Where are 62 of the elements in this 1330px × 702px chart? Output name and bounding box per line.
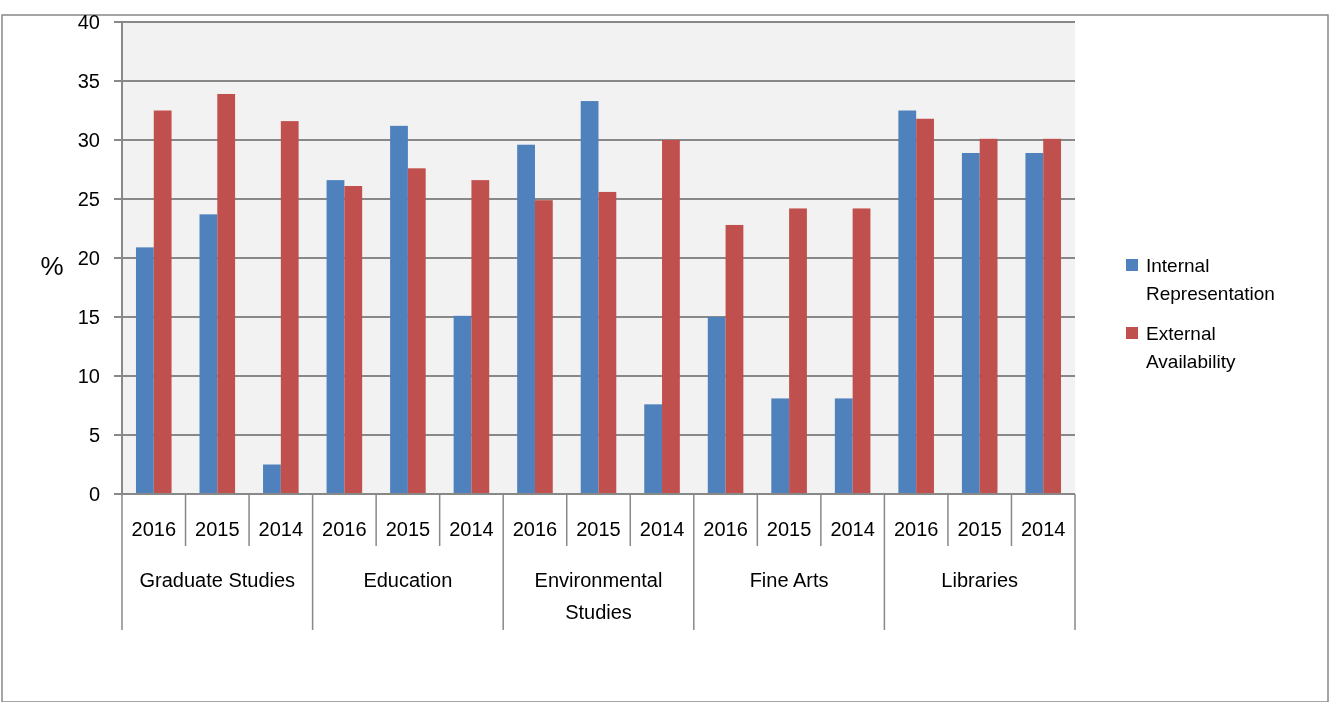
x-tick-label: 2016 <box>512 518 558 540</box>
y-tick-label: 10 <box>77 365 100 387</box>
bar <box>471 180 490 494</box>
x-tick-label: 2016 <box>893 518 939 540</box>
bar <box>916 118 934 494</box>
bar <box>217 93 236 494</box>
bar <box>961 152 980 494</box>
bar <box>771 398 790 494</box>
x-tick-label: 2014 <box>830 518 875 540</box>
bar <box>1025 152 1044 494</box>
x-tick-label: 2015 <box>957 518 1002 540</box>
y-tick-label: 25 <box>77 188 100 210</box>
bar <box>344 186 363 494</box>
x-tick-label: 2014 <box>1020 518 1066 540</box>
bar <box>407 168 426 494</box>
y-tick-label: 30 <box>77 129 100 151</box>
bar <box>898 110 917 494</box>
bar <box>580 101 599 494</box>
legend-label: External Availability <box>1146 322 1236 373</box>
x-tick-label: 2015 <box>576 518 621 540</box>
bar <box>390 125 408 494</box>
x-tick-label: 2014 <box>639 518 685 540</box>
bar <box>326 180 345 494</box>
bar <box>280 121 299 494</box>
x-tick-label: 2015 <box>766 518 812 540</box>
bar <box>534 200 553 494</box>
x-tick-label: 2016 <box>703 518 748 540</box>
bar <box>834 398 853 494</box>
bar <box>135 247 154 494</box>
x-tick-label: 2014 <box>449 518 494 540</box>
bar <box>517 144 535 494</box>
text: Graduate Studies <box>139 569 296 591</box>
bar <box>1043 138 1062 494</box>
x-tick-label: 2015 <box>385 518 431 540</box>
x-tick-label: 2016 <box>131 518 177 540</box>
bar <box>199 214 218 494</box>
text: Fine Arts <box>749 569 829 591</box>
y-tick-label: 0 <box>88 483 100 505</box>
x-tick-label: 2014 <box>258 518 304 540</box>
bar <box>789 208 807 494</box>
y-tick-label: 15 <box>77 306 100 328</box>
legend-label: Internal Representation <box>1146 254 1275 305</box>
y-tick-label: 5 <box>88 424 100 446</box>
bar <box>979 138 998 494</box>
y-tick-label: 40 <box>77 11 100 33</box>
text: Environmental Studies <box>534 569 663 623</box>
bar <box>153 110 172 494</box>
bar <box>852 208 871 494</box>
x-tick-label: 2015 <box>195 518 240 540</box>
y-tick-label: 35 <box>77 70 100 92</box>
text: Education <box>363 569 453 591</box>
y-axis-title: % <box>40 251 64 282</box>
x-tick-label: 2016 <box>322 518 367 540</box>
bar <box>725 224 744 494</box>
bar <box>598 191 617 494</box>
bar <box>263 464 281 494</box>
bar <box>453 315 472 494</box>
bar <box>707 317 726 494</box>
text: Libraries <box>941 569 1019 591</box>
bar <box>662 140 680 494</box>
y-tick-label: 20 <box>77 247 100 269</box>
bar <box>644 404 663 494</box>
